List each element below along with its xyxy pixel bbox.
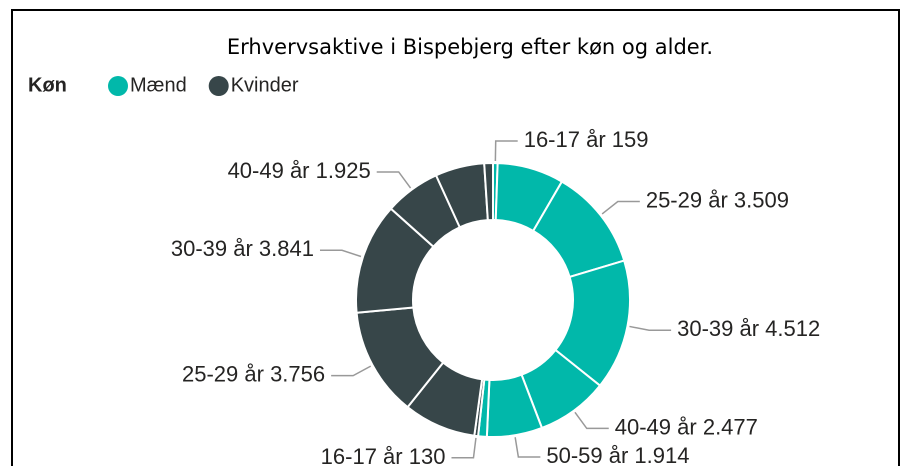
frame — [11, 9, 900, 471]
label-category: 16-17 år — [524, 127, 606, 152]
data-label: 25-29 år 3.756 — [182, 361, 325, 386]
leader-line — [331, 365, 372, 377]
data-label: 30-39 år 4.512 — [677, 316, 820, 341]
label-value: 1.914 — [634, 443, 689, 466]
chart-title: Erhvervsaktive i Bispebjerg efter køn og… — [227, 35, 713, 59]
label-category: 40-49 år — [228, 158, 310, 183]
label-value: 130 — [409, 444, 446, 466]
label-value: 3.509 — [734, 187, 789, 212]
data-label: 40-49 år 2.477 — [615, 414, 758, 439]
leader-line — [601, 200, 640, 215]
data-label: 30-39 år 3.841 — [171, 236, 314, 261]
legend-label: Kvinder — [231, 74, 299, 96]
label-category: 30-39 år — [677, 316, 759, 341]
leader-line — [319, 249, 362, 258]
label-value: 1.925 — [316, 158, 371, 183]
label-category: 16-17 år — [321, 444, 403, 466]
label-value: 4.512 — [765, 316, 820, 341]
label-category: 25-29 år — [646, 187, 728, 212]
data-label: 16-17 år 159 — [524, 127, 649, 152]
legend-title: Køn — [28, 74, 67, 96]
label-value: 2.477 — [703, 414, 758, 439]
leader-line — [629, 325, 672, 331]
label-category: 50-59 år — [546, 443, 628, 466]
label-category: 30-39 år — [171, 236, 253, 261]
label-category: 25-29 år — [182, 361, 264, 386]
data-label: 50-59 år 1.914 — [546, 443, 689, 466]
leader-line — [574, 411, 609, 430]
data-label: 25-29 år 3.509 — [646, 187, 789, 212]
data-label: 40-49 år 1.925 — [228, 158, 371, 183]
leader-line — [376, 171, 412, 189]
legend-marker — [208, 76, 229, 96]
donut-slice — [483, 161, 494, 222]
label-value: 159 — [612, 127, 649, 152]
leader-line — [514, 437, 541, 458]
label-value: 3.841 — [259, 236, 314, 261]
leader-line — [451, 437, 477, 459]
label-category: 40-49 år — [615, 414, 697, 439]
data-label: 16-17 år 130 — [321, 444, 446, 466]
leader-line — [494, 140, 518, 162]
label-value: 3.756 — [270, 361, 325, 386]
legend-marker — [108, 76, 128, 96]
legend-label: Mænd — [130, 74, 187, 96]
